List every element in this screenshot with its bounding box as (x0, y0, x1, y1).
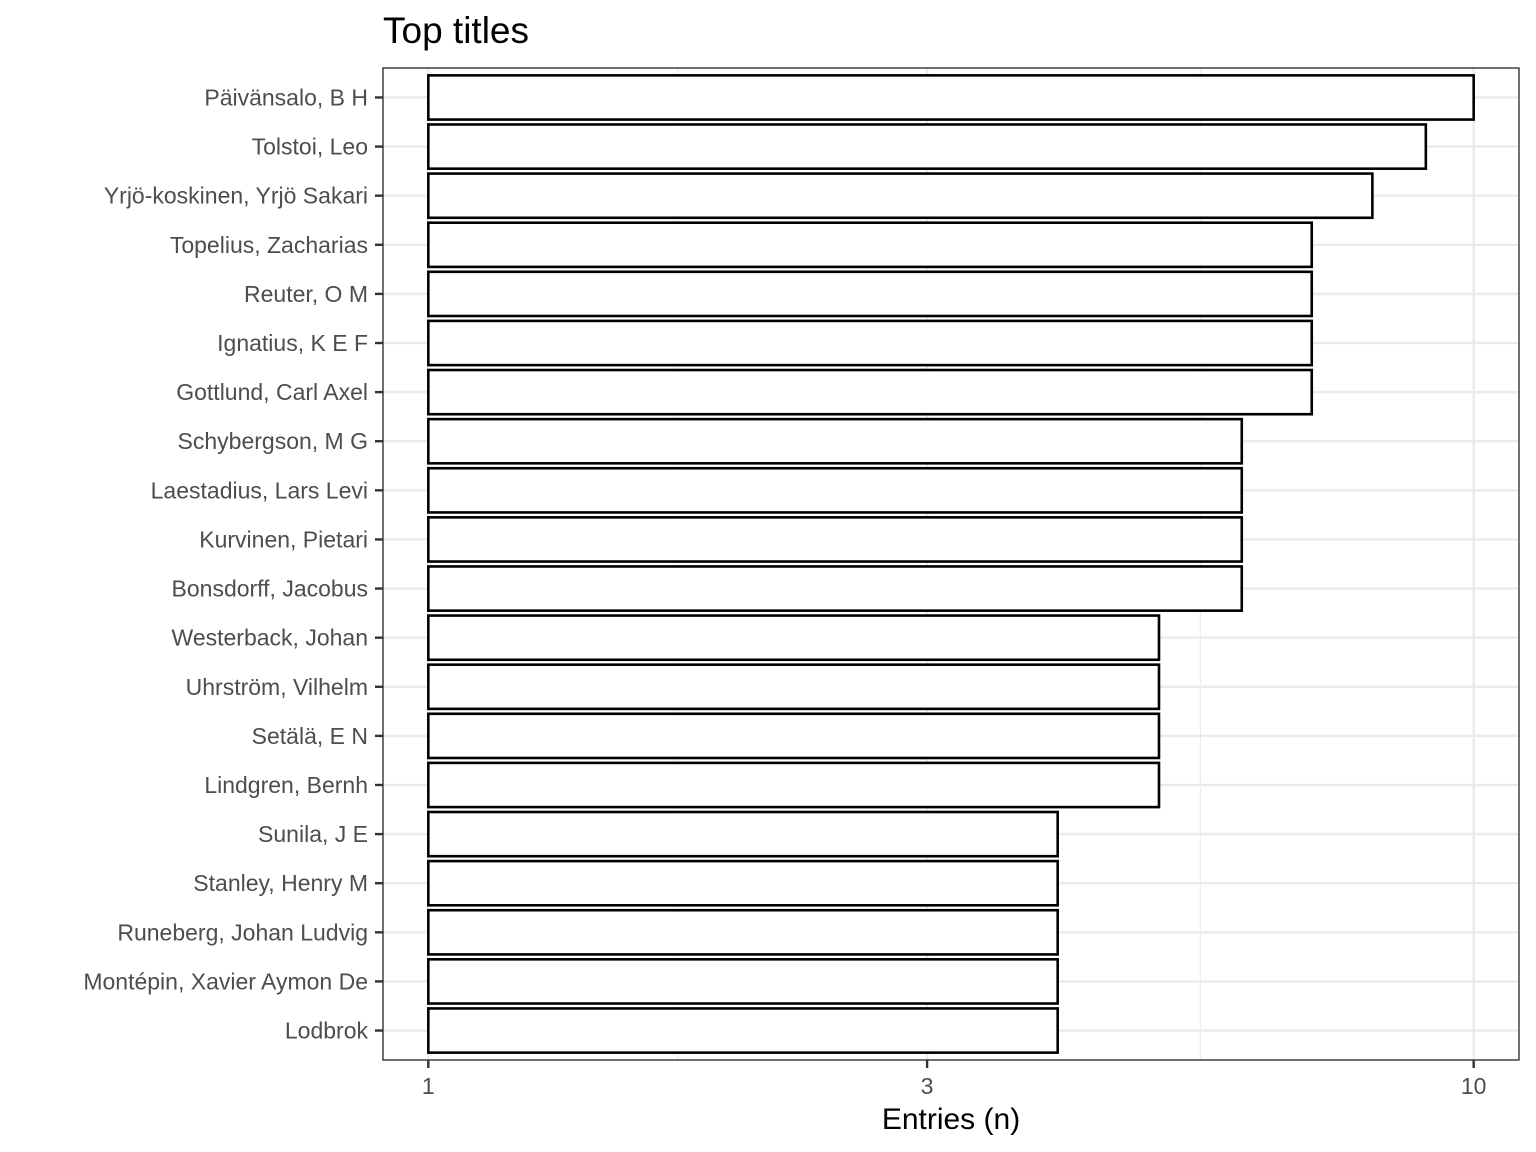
y-tick-label: Ignatius, K E F (217, 330, 368, 356)
bar (427, 221, 1314, 269)
bar (427, 614, 1161, 662)
x-tick-label: 3 (921, 1073, 934, 1099)
bar (427, 516, 1244, 563)
bar (427, 565, 1244, 612)
bar (427, 908, 1059, 956)
y-tick-label: Bonsdorff, Jacobus (172, 576, 368, 602)
bar (427, 319, 1314, 367)
y-tick-label: Schybergson, M G (178, 428, 368, 454)
bar (427, 663, 1161, 711)
bar (427, 810, 1059, 858)
bar (427, 712, 1161, 760)
bars (427, 74, 1475, 1054)
y-axis: Päivänsalo, B H Tolstoi, Leo Yrjö-koskinen… (83, 84, 383, 1044)
panel-border (382, 67, 1520, 1061)
chart-title: Top titles (383, 10, 529, 51)
bar (427, 1007, 1059, 1054)
y-tick-label: Sunila, J E (258, 821, 368, 847)
x-tick-label: 10 (1461, 1073, 1487, 1099)
y-tick-label: Lodbrok (285, 1018, 369, 1044)
y-tick-label: Gottlund, Carl Axel (176, 379, 368, 405)
bar (427, 172, 1374, 220)
y-tick-label: Montépin, Xavier Aymon De (83, 968, 368, 994)
y-tick-label: Yrjö-koskinen, Yrjö Sakari (104, 183, 368, 209)
bar (427, 958, 1059, 1005)
y-tick-label: Laestadius, Lars Levi (151, 477, 368, 503)
y-tick-label: Päivänsalo, B H (204, 84, 368, 110)
bar (427, 417, 1244, 465)
bar (427, 270, 1314, 318)
y-tick-label: Topelius, Zacharias (170, 232, 368, 258)
bar (427, 123, 1428, 170)
y-tick-label: Kurvinen, Pietari (199, 526, 368, 552)
x-tick-label: 1 (422, 1073, 435, 1099)
bar (427, 761, 1161, 809)
bar (427, 466, 1244, 514)
x-axis: 1 3 10 (422, 1060, 1487, 1099)
y-tick-label: Runeberg, Johan Ludvig (117, 919, 368, 945)
y-tick-label: Westerback, Johan (172, 625, 368, 651)
bar (427, 859, 1059, 907)
x-axis-label: Entries (n) (882, 1103, 1020, 1136)
bar (427, 74, 1475, 121)
y-tick-label: Uhrström, Vilhelm (186, 674, 368, 700)
y-tick-label: Tolstoi, Leo (252, 134, 368, 160)
y-tick-label: Lindgren, Bernh (204, 772, 368, 798)
y-tick-label: Stanley, Henry M (193, 870, 368, 896)
y-tick-label: Reuter, O M (244, 281, 368, 307)
bar (427, 368, 1314, 416)
y-tick-label: Setälä, E N (252, 723, 368, 749)
